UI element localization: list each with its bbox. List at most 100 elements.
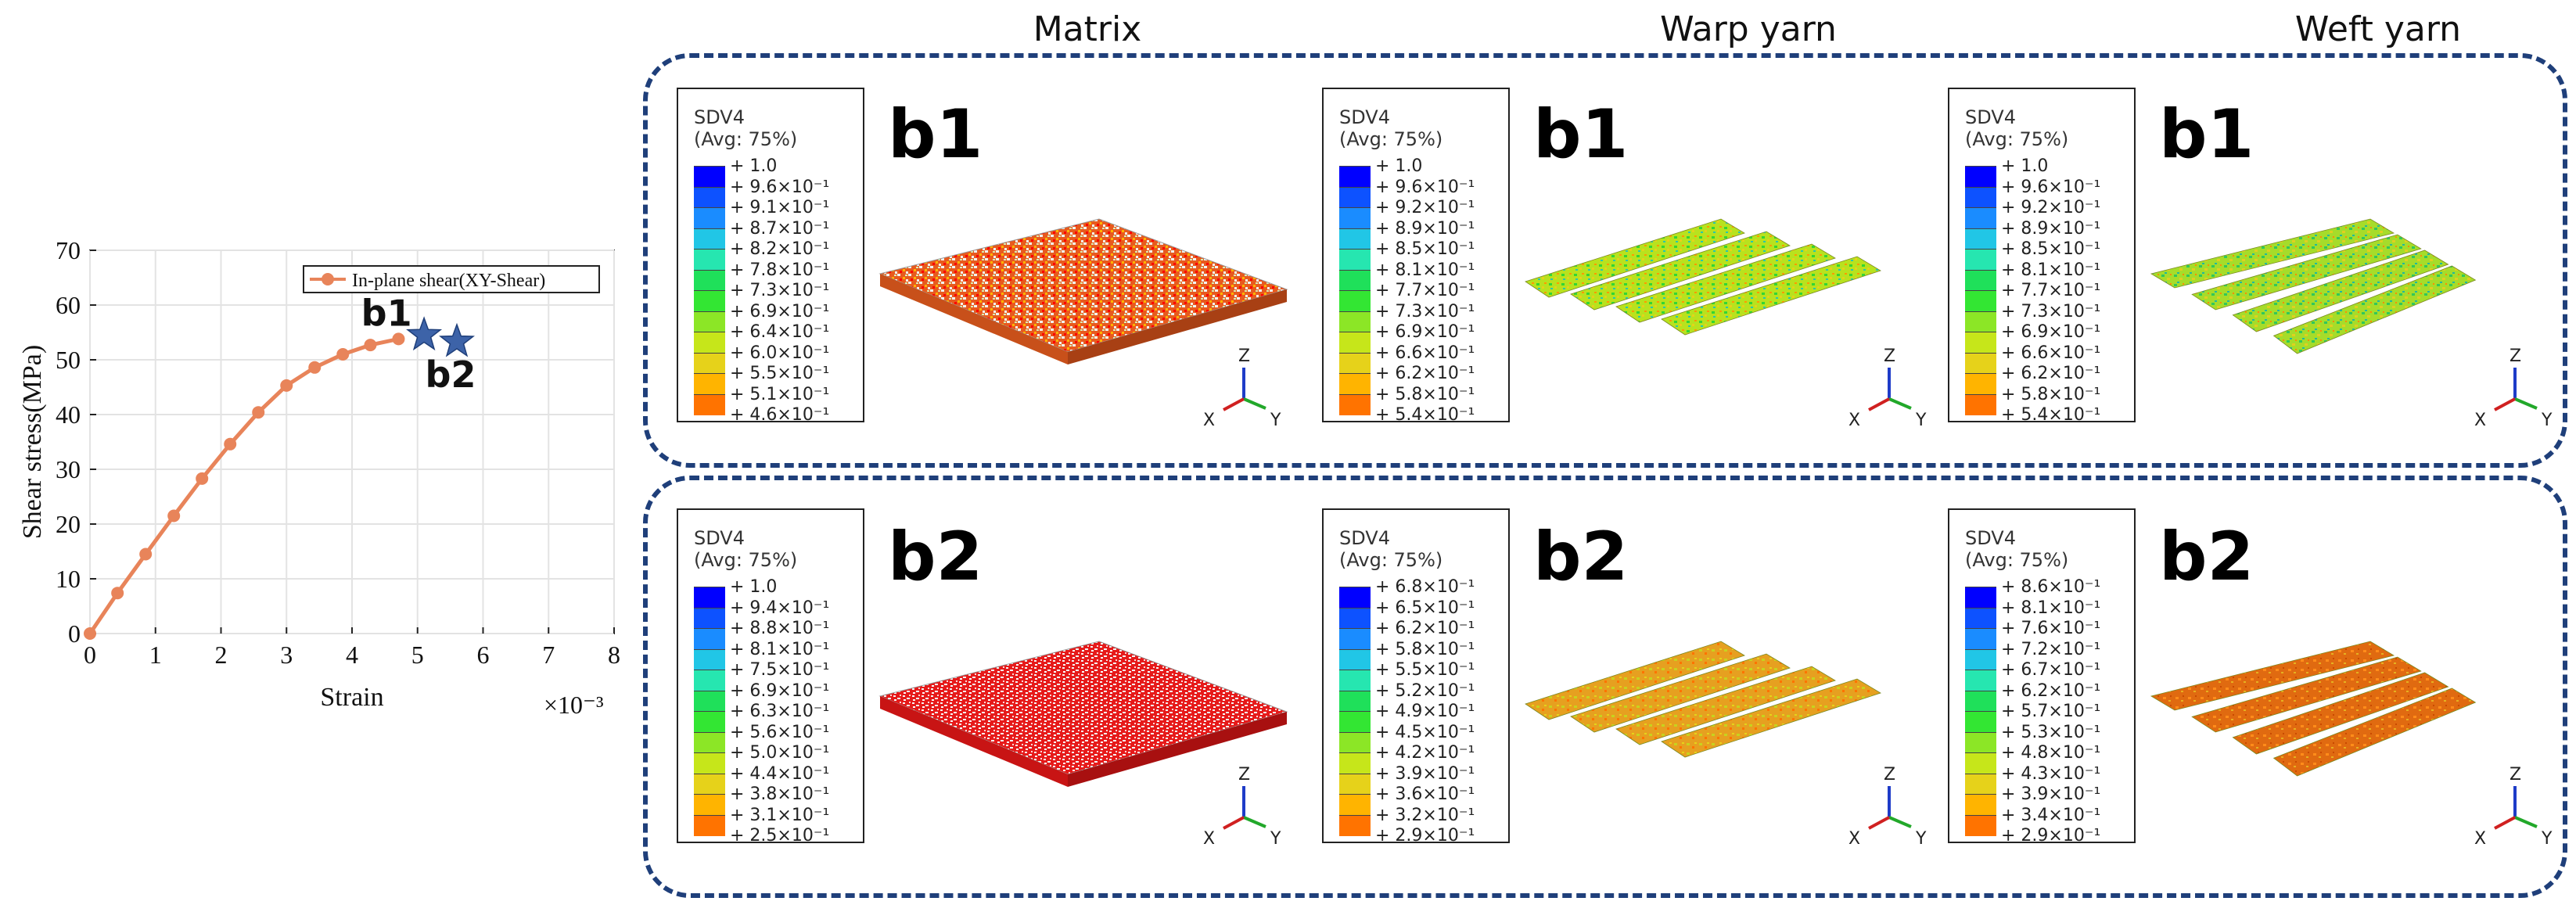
warp-yarn-strip	[1570, 231, 1791, 311]
legend-row: + 5.8×10⁻¹	[1339, 385, 1492, 415]
legend-row: + 6.9×10⁻¹	[694, 681, 846, 712]
x-tick-label: 5	[411, 641, 424, 669]
legend-value: + 8.1×10⁻¹	[2001, 598, 2101, 618]
legend-row: + 6.4×10⁻¹	[694, 322, 846, 353]
contour-legend-b2-1: SDV4 (Avg: 75%) + 6.8×10⁻¹ + 6.5×10⁻¹ + 6.2×…	[1322, 508, 1510, 846]
legend-value: + 9.4×10⁻¹	[730, 598, 830, 618]
legend-value: + 6.2×10⁻¹	[2001, 364, 2101, 383]
legend-row: + 8.1×10⁻¹	[1339, 260, 1492, 291]
legend-color-swatch	[1965, 628, 1996, 649]
y-axis-arrow	[2514, 816, 2538, 828]
legend-color-swatch	[1339, 207, 1371, 228]
legend-value: + 6.7×10⁻¹	[2001, 660, 2101, 680]
axis-triad-icon: Z Y X	[1848, 346, 1927, 430]
legend-color-swatch	[694, 814, 725, 836]
y-axis-label: Y	[1270, 411, 1281, 430]
legend-color-swatch	[1965, 648, 1996, 670]
legend-row: + 5.8×10⁻¹	[1965, 385, 2118, 415]
legend-color-swatch	[694, 773, 725, 795]
legend-value: + 5.3×10⁻¹	[2001, 722, 2101, 742]
legend-row: + 4.8×10⁻¹	[1965, 743, 2118, 774]
z-axis-label: Z	[1238, 765, 1250, 785]
legend-value: + 8.6×10⁻¹	[2001, 577, 2101, 597]
y-axis-label: Y	[1915, 829, 1927, 849]
legend-row: + 8.5×10⁻¹	[1339, 239, 1492, 270]
data-point	[392, 332, 405, 346]
legend-value: + 7.8×10⁻¹	[730, 260, 830, 280]
legend-row: + 8.7×10⁻¹	[694, 219, 846, 250]
weft-yarn-strip	[2272, 265, 2477, 354]
legend-value: + 6.2×10⁻¹	[1375, 364, 1475, 383]
legend-color-swatch	[1339, 290, 1371, 311]
legend-color-swatch	[694, 166, 725, 187]
legend-value: + 4.3×10⁻¹	[2001, 763, 2101, 784]
data-point	[280, 379, 293, 392]
legend-row: + 8.2×10⁻¹	[694, 239, 846, 270]
y-tick-label: 70	[56, 236, 81, 264]
x-tick-label: 0	[84, 641, 96, 669]
y-tick-label: 10	[56, 565, 81, 593]
legend-row: + 3.6×10⁻¹	[1339, 785, 1492, 815]
legend-color-swatch	[1965, 228, 1996, 250]
data-point	[252, 406, 265, 419]
panel-label-b1: b1	[888, 95, 983, 174]
legend-value: + 3.1×10⁻¹	[730, 805, 830, 825]
legend-row: + 2.9×10⁻¹	[1339, 826, 1492, 856]
legend-row: + 7.8×10⁻¹	[694, 260, 846, 291]
legend-variable-name: SDV4	[694, 106, 745, 128]
legend-color-swatch	[1339, 628, 1371, 649]
legend-value: + 9.6×10⁻¹	[2001, 177, 2101, 197]
contour-legend-b1-2: SDV4 (Avg: 75%) + 1.0 + 9.6×10⁻¹ + 9.2×10⁻¹ +…	[1948, 88, 2136, 425]
legend-value: + 5.8×10⁻¹	[2001, 384, 2101, 404]
legend-value: + 7.5×10⁻¹	[730, 660, 830, 680]
legend-value: + 7.2×10⁻¹	[2001, 639, 2101, 659]
legend-row: + 8.9×10⁻¹	[1965, 219, 2118, 250]
legend-averaging: (Avg: 75%)	[1339, 549, 1443, 571]
x-axis-label: X	[1203, 829, 1215, 849]
legend-color-swatch	[1339, 607, 1371, 629]
legend-row: + 5.4×10⁻¹	[1965, 405, 2118, 436]
legend-row: + 3.2×10⁻¹	[1339, 806, 1492, 836]
legend-row: + 4.2×10⁻¹	[1339, 743, 1492, 774]
legend-row: + 4.4×10⁻¹	[694, 764, 846, 795]
row-b1-group	[643, 53, 2567, 468]
weft-yarn-contour-plot	[2150, 218, 2477, 354]
legend-value: + 7.7×10⁻¹	[1375, 281, 1475, 300]
contour-legend-b1-1: SDV4 (Avg: 75%) + 1.0 + 9.6×10⁻¹ + 9.2×10⁻¹ +…	[1322, 88, 1510, 425]
legend-value: + 3.6×10⁻¹	[1375, 785, 1475, 804]
legend-row: + 6.8×10⁻¹	[1339, 577, 1492, 608]
legend-row: + 3.4×10⁻¹	[1965, 806, 2118, 836]
legend-row: + 8.9×10⁻¹	[1339, 219, 1492, 250]
legend-row: + 9.6×10⁻¹	[694, 178, 846, 208]
legend-color-swatch	[694, 228, 725, 250]
legend-row: + 6.9×10⁻¹	[1339, 322, 1492, 353]
legend-color-swatch	[1339, 373, 1371, 394]
legend-value: + 7.3×10⁻¹	[1375, 301, 1475, 321]
z-axis-label: Z	[1238, 346, 1250, 366]
legend-row: + 3.1×10⁻¹	[694, 806, 846, 836]
x-axis-label: X	[2474, 411, 2486, 430]
legend-color-swatch	[1965, 690, 1996, 712]
legend-color-swatch	[694, 290, 725, 311]
marker-star-b2	[439, 322, 475, 357]
legend-row: + 9.2×10⁻¹	[1339, 198, 1492, 228]
legend-value: + 1.0	[730, 156, 778, 176]
data-point	[336, 348, 350, 361]
legend-row: + 4.6×10⁻¹	[694, 405, 846, 436]
x-axis-arrow	[1868, 397, 1890, 411]
legend-value: + 9.2×10⁻¹	[2001, 198, 2101, 217]
legend-color-swatch	[1965, 607, 1996, 629]
legend-value: + 5.1×10⁻¹	[730, 384, 830, 404]
legend-value: + 6.8×10⁻¹	[1375, 577, 1475, 597]
legend-variable-name: SDV4	[1339, 106, 1390, 128]
legend-color-swatch	[1965, 186, 1996, 208]
legend-row: + 7.7×10⁻¹	[1965, 281, 2118, 311]
data-point	[111, 587, 124, 600]
legend-color-swatch	[694, 648, 725, 670]
data-point	[139, 548, 153, 561]
axis-triad-icon: Z Y X	[1203, 765, 1281, 849]
legend-color-swatch	[1339, 352, 1371, 374]
y-axis-arrow	[1243, 397, 1266, 410]
marker-label-b2: b2	[426, 354, 476, 396]
chart-legend: In-plane shear(XY-Shear)	[303, 265, 600, 293]
